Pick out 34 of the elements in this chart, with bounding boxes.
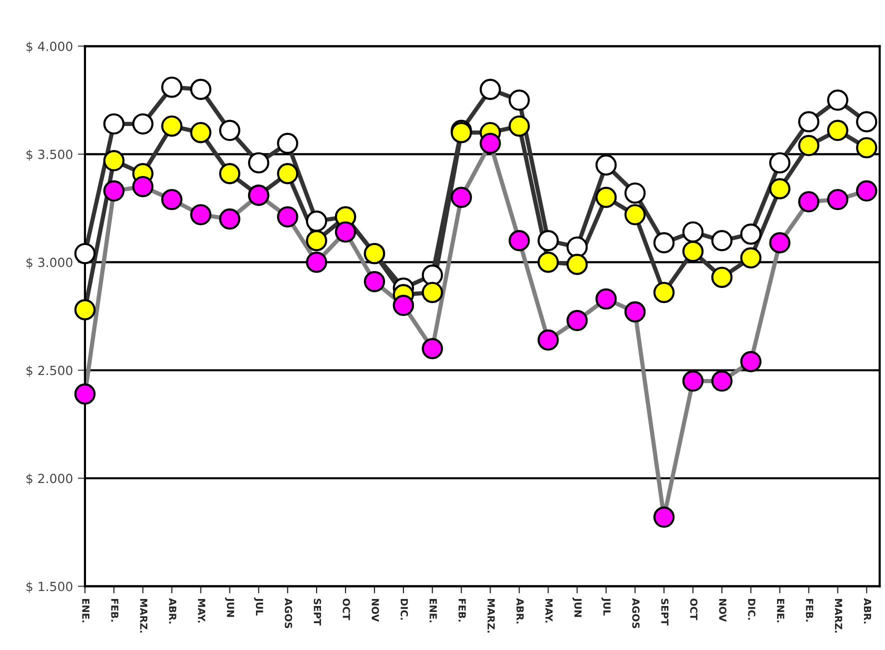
x-tick-label: JUN	[225, 598, 234, 617]
x-tick-label: ABR.	[169, 598, 176, 624]
y-tick-label: $ 1.500	[26, 582, 72, 593]
x-tick-label: SEPT	[661, 598, 669, 626]
x-tick-label: FEB.	[111, 599, 118, 622]
y-tick-label: $ 3.000	[26, 257, 72, 269]
x-tick-label: DIC.	[748, 599, 756, 620]
y-tick-label: $ 2.500	[26, 365, 72, 377]
x-tick-label: MARZ.	[835, 599, 842, 633]
x-tick-label: MAY.	[546, 599, 553, 623]
x-tick-label: AGOS	[284, 598, 292, 628]
y-tick-label: $ 3.500	[26, 149, 72, 161]
y-tick-label: $ 4.000	[26, 41, 72, 53]
x-tick-label: AGOS	[632, 598, 640, 628]
x-tick-label: ABR.	[864, 598, 872, 624]
x-tick-label: OCT	[342, 598, 350, 620]
x-tick-label: MARZ.	[488, 599, 495, 633]
x-tick-label: ENE.	[430, 599, 437, 622]
x-tick-label: NOV	[719, 599, 726, 622]
x-tick-label: SEPT	[314, 598, 322, 626]
x-tick-label: MAY.	[198, 599, 206, 623]
x-tick-label: DIC.	[400, 599, 408, 620]
x-tick-label: ABR.	[516, 598, 524, 624]
x-tick-label: MARZ.	[140, 599, 148, 633]
x-tick-label: JUL	[601, 598, 610, 616]
x-tick-label: OCT	[690, 598, 698, 620]
x-tick-label: ENE.	[82, 599, 90, 622]
x-tick-label: FEB.	[806, 599, 814, 622]
x-tick-label: ENE.	[777, 599, 784, 622]
x-tick-label: JUL	[254, 598, 264, 616]
x-tick-label: FEB.	[458, 599, 466, 622]
y-tick-label: $ 2.000	[26, 474, 72, 485]
x-tick-label: NOV	[372, 599, 380, 622]
x-tick-label: JUN	[572, 598, 582, 617]
